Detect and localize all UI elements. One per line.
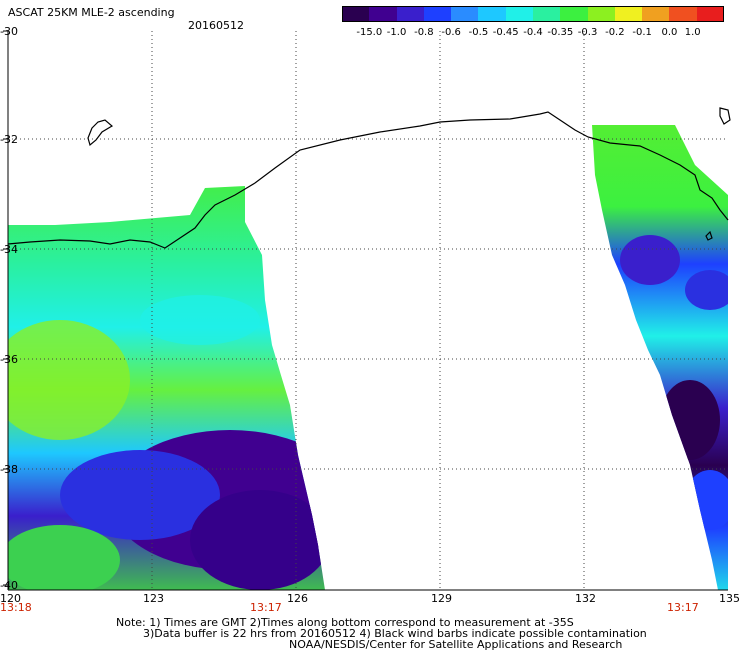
colorbar-cell <box>696 6 725 22</box>
left-swath <box>8 186 325 590</box>
colorbar-cell <box>560 6 589 22</box>
right-swath <box>592 125 728 590</box>
colorbar-cell <box>587 6 616 22</box>
colorbar-cell <box>533 6 561 22</box>
gridlines <box>8 31 728 590</box>
lat-label: -30 <box>0 25 18 38</box>
colorbar-tick-label: -0.3 <box>577 27 598 38</box>
colorbar-tick-label: -0.5 <box>468 27 489 38</box>
colorbar-tick-label: -0.1 <box>632 27 652 38</box>
colorbar-cell <box>614 6 643 22</box>
colorbar-cell <box>669 6 698 22</box>
colorbar-tick-label: -0.35 <box>547 27 574 38</box>
lat-label: -32 <box>0 133 18 146</box>
colorbar-border <box>342 6 724 22</box>
map-title: ASCAT 25KM MLE-2 ascending <box>8 6 175 19</box>
map-date: 20160512 <box>188 19 244 32</box>
frame-ticks <box>3 30 728 591</box>
colorbar-tick-label: -15.0 <box>356 27 383 38</box>
lon-label: 135 <box>719 592 740 605</box>
lat-label: -36 <box>0 353 18 366</box>
footer-note-2: 3)Data buffer is 22 hrs from 20160512 4)… <box>143 627 647 640</box>
lon-label: 123 <box>143 592 164 605</box>
colorbar-cell <box>505 6 534 22</box>
lon-label: 126 <box>287 592 308 605</box>
lat-label: -34 <box>0 243 18 256</box>
lon-label: 132 <box>575 592 596 605</box>
colorbar-tick-label: 1.0 <box>684 27 701 38</box>
colorbar-cell <box>478 6 507 22</box>
colorbar-cell <box>642 6 670 22</box>
colorbar-tick-label: -1.0 <box>386 27 407 38</box>
coastline <box>7 107 731 249</box>
time-label: 13:18 <box>0 601 32 614</box>
colorbar-tick-label: 0.0 <box>661 27 678 38</box>
colorbar-cell <box>342 6 370 22</box>
footer-note-1: Note: 1) Times are GMT 2)Times along bot… <box>116 616 574 629</box>
colorbar-tick-label: -0.8 <box>414 27 434 38</box>
lat-label: -38 <box>0 463 18 476</box>
colorbar-tick-label: -0.4 <box>523 27 543 38</box>
colorbar-tick-label: -0.2 <box>605 27 625 38</box>
lon-label: 120 <box>0 592 21 605</box>
lon-label: 129 <box>431 592 452 605</box>
time-label: 13:17 <box>667 601 699 614</box>
colorbar-cell <box>369 6 398 22</box>
lat-label: -40 <box>0 579 18 592</box>
colorbar-tick-label: -0.6 <box>441 27 461 38</box>
colorbar-cell <box>396 6 425 22</box>
time-label: 13:17 <box>250 601 282 614</box>
colorbar-cell <box>423 6 452 22</box>
footer-credit: NOAA/NESDIS/Center for Satellite Applica… <box>289 638 623 651</box>
colorbar-cell <box>451 6 479 22</box>
colorbar-tick-label: -0.45 <box>492 27 519 38</box>
